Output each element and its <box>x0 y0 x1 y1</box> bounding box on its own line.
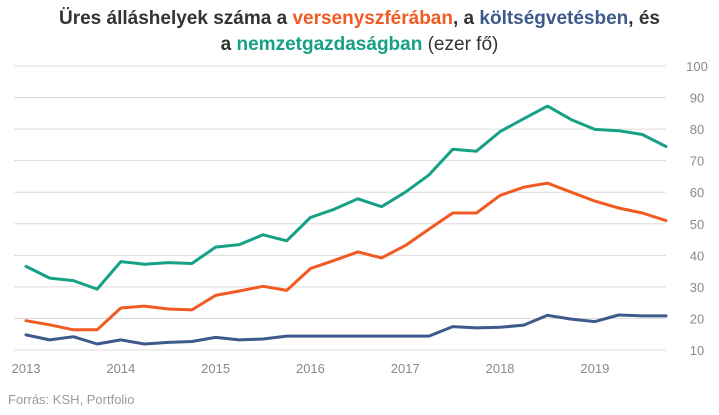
source-note: Forrás: KSH, Portfolio <box>8 392 135 407</box>
x-tick-label: 2013 <box>12 361 41 376</box>
series-line-private <box>24 181 668 332</box>
title-line-2: a nemzetgazdaságban (ezer fő) <box>0 32 719 58</box>
title-line-1: Üres álláshelyek száma a versenyszférába… <box>0 6 719 32</box>
x-tick-label: 2015 <box>201 361 230 376</box>
x-tick-label: 2017 <box>391 361 420 376</box>
title-prefix-2: a <box>220 34 237 55</box>
title-prefix: Üres álláshelyek száma a <box>59 8 293 29</box>
x-tick-label: 2016 <box>296 361 325 376</box>
x-axis: 2013 2014 2015 2016 2017 2018 2019 <box>12 361 610 376</box>
title-budget-sector: költségvetésben <box>479 8 629 29</box>
title-national-economy: nemzetgazdaságban <box>236 34 423 55</box>
title-unit: (ezer fő) <box>422 34 499 55</box>
y-tick-label: 70 <box>690 154 704 169</box>
y-tick-label: 40 <box>690 248 704 263</box>
y-tick-label: 80 <box>690 122 704 137</box>
y-tick-label: 90 <box>690 91 704 106</box>
title-suffix: , és <box>628 8 660 29</box>
y-tick-label: 50 <box>690 217 704 232</box>
series-line-budget <box>24 313 668 346</box>
y-axis: 10 20 30 40 50 60 70 80 90 100 <box>686 59 708 358</box>
series-line-national <box>24 104 668 291</box>
y-tick-label: 20 <box>690 311 704 326</box>
title-sep: , a <box>452 8 480 29</box>
y-tick-label: 100 <box>686 59 708 74</box>
chart-title: Üres álláshelyek száma a versenyszférába… <box>0 6 719 58</box>
x-tick-label: 2018 <box>486 361 515 376</box>
y-tick-label: 30 <box>690 280 704 295</box>
y-tick-label: 60 <box>690 185 704 200</box>
y-tick-label: 10 <box>690 343 704 358</box>
series-lines <box>24 104 668 346</box>
title-private-sector: versenyszférában <box>292 8 453 29</box>
x-tick-label: 2019 <box>580 361 609 376</box>
gridlines <box>14 65 666 351</box>
x-tick-label: 2014 <box>106 361 135 376</box>
